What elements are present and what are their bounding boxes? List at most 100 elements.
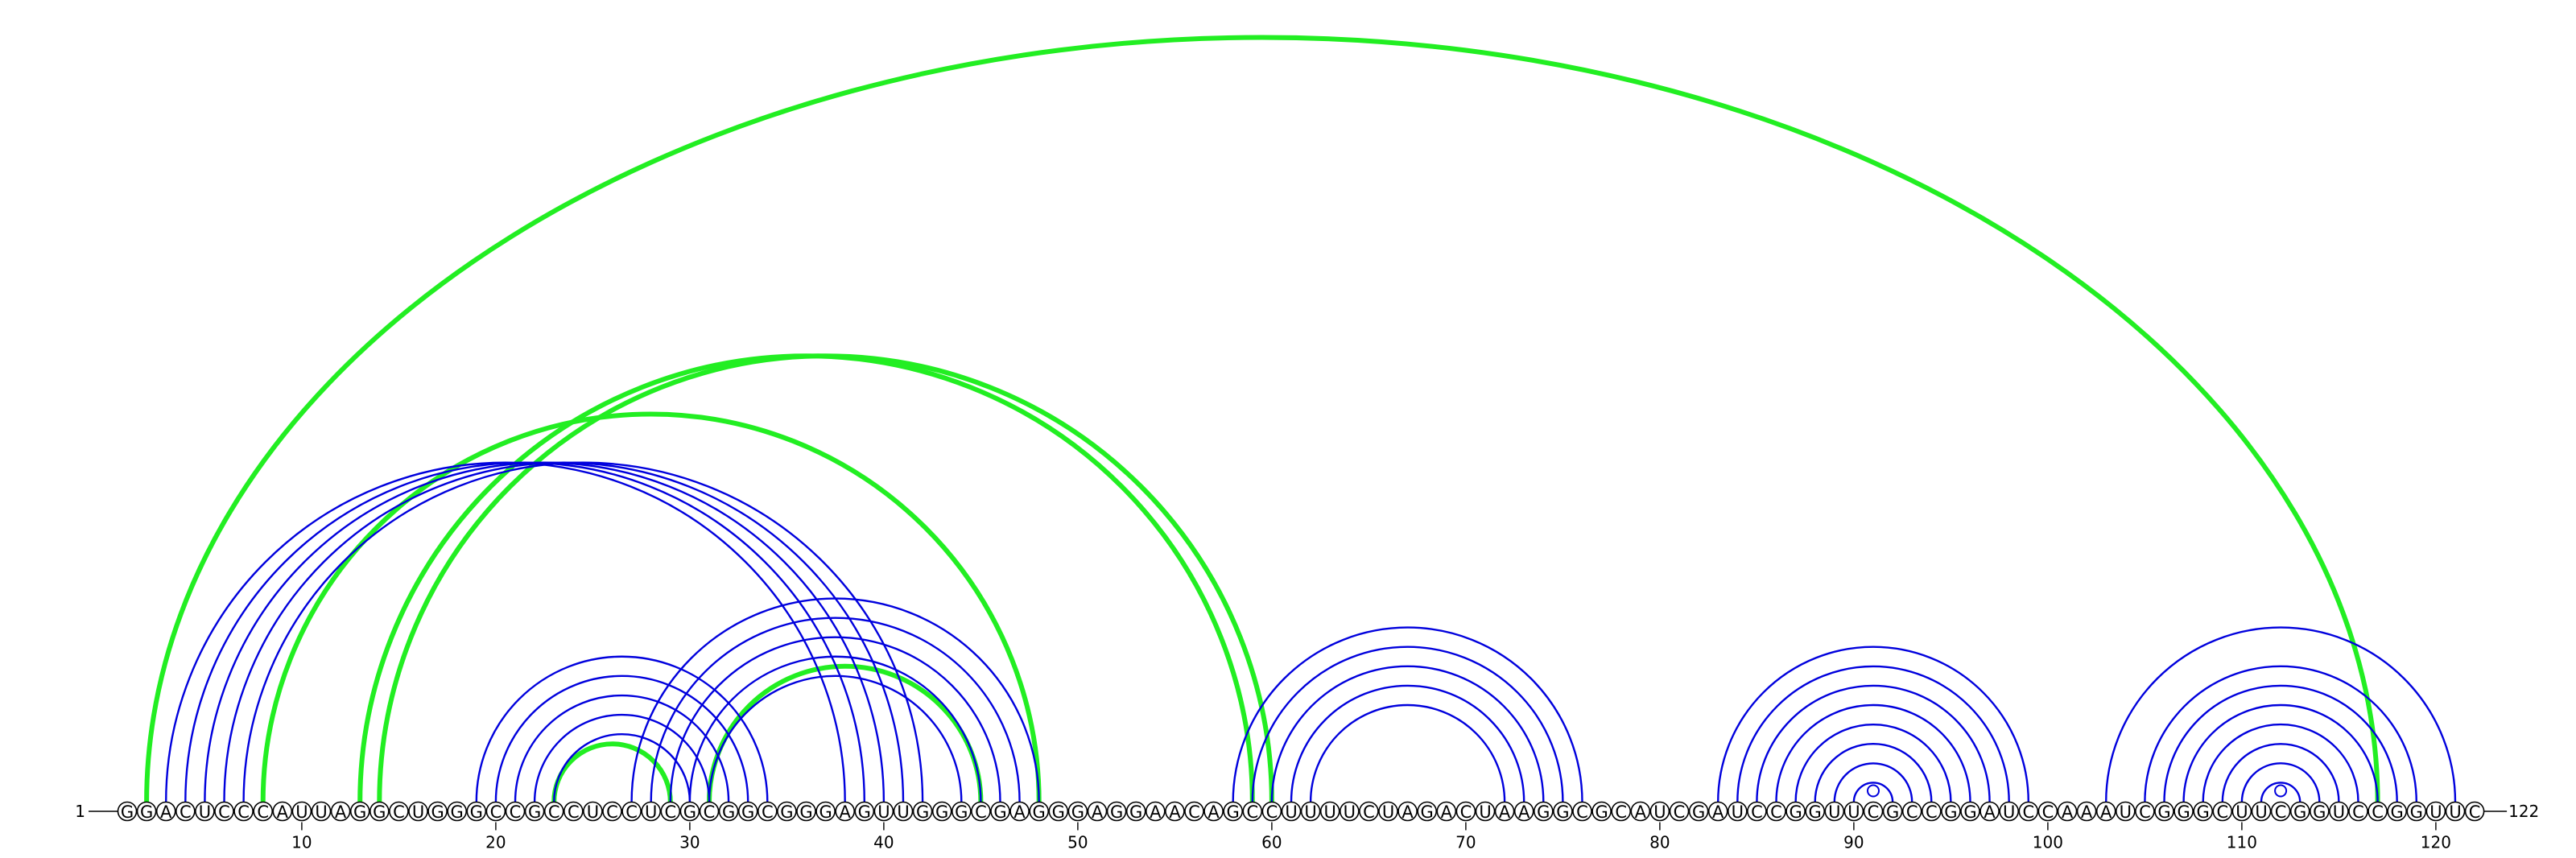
nucleotide: U bbox=[583, 801, 603, 822]
nucleotide-circle bbox=[737, 801, 758, 822]
nucleotide: U bbox=[291, 801, 312, 822]
nucleotide: G bbox=[2174, 801, 2194, 822]
nucleotide-circle bbox=[2406, 801, 2427, 822]
nucleotide-circle bbox=[660, 801, 681, 822]
nucleotide-circle bbox=[2464, 801, 2485, 822]
nucleotide-letter: G bbox=[451, 802, 464, 822]
nucleotide: G bbox=[952, 801, 972, 822]
nucleotide-circle bbox=[990, 801, 1010, 822]
blue-pair-arc bbox=[2105, 626, 2457, 802]
nucleotide: C bbox=[621, 801, 642, 822]
nucleotide: G bbox=[1688, 801, 1709, 822]
nucleotide: C bbox=[505, 801, 526, 822]
nucleotide-letter: C bbox=[1188, 802, 1200, 822]
nucleotide-circle bbox=[1146, 801, 1166, 822]
nucleotide-circle bbox=[1863, 801, 1884, 822]
blue-pair-arc bbox=[1232, 626, 1583, 802]
blue-pair-arc bbox=[1309, 703, 1506, 802]
nucleotide-circle bbox=[1223, 801, 1243, 822]
nucleotide: C bbox=[1747, 801, 1767, 822]
nucleotide-letter: C bbox=[218, 802, 230, 822]
nucleotide: U bbox=[2445, 801, 2466, 822]
nucleotide-letter: U bbox=[1304, 802, 1316, 822]
nucleotide-circle bbox=[1475, 801, 1496, 822]
nucleotide-letter: U bbox=[1732, 802, 1744, 822]
nucleotide-circle bbox=[1843, 801, 1864, 822]
nucleotide-letter: A bbox=[2100, 802, 2112, 822]
nucleotide-circle bbox=[447, 801, 468, 822]
nucleotide-circle bbox=[408, 801, 428, 822]
nucleotide: U bbox=[1319, 801, 1340, 822]
nucleotide-letter: A bbox=[1169, 802, 1181, 822]
nucleotide: U bbox=[2231, 801, 2252, 822]
nucleotide-circle bbox=[1999, 801, 2019, 822]
nucleotide: G bbox=[466, 801, 487, 822]
nucleotide-letter: C bbox=[606, 802, 618, 822]
nucleotide-letter: G bbox=[1809, 802, 1822, 822]
nucleotide-letter: G bbox=[722, 802, 735, 822]
nucleotide-circle bbox=[621, 801, 642, 822]
nucleotide-letter: U bbox=[412, 802, 424, 822]
nucleotide-circle bbox=[952, 801, 972, 822]
green-pair-arc bbox=[377, 353, 1274, 802]
nucleotide-letter: U bbox=[2120, 802, 2132, 822]
nucleotide: U bbox=[1475, 801, 1496, 822]
nucleotide: G bbox=[2289, 801, 2310, 822]
nucleotide: C bbox=[1922, 801, 1942, 822]
blue-pair-arc bbox=[1736, 665, 2010, 802]
nucleotide: G bbox=[1941, 801, 1961, 822]
blue-pair-arc bbox=[1270, 665, 1545, 802]
nucleotide: C bbox=[1359, 801, 1379, 822]
position-axis: 10 20 30 40 50 60 70 80 90 100 110 120 bbox=[291, 822, 2451, 852]
nucleotide-letter: A bbox=[2062, 802, 2074, 822]
nucleotide-circle bbox=[1184, 801, 1204, 822]
nucleotide-letter: U bbox=[877, 802, 890, 822]
nucleotide-circle bbox=[2212, 801, 2233, 822]
nucleotide-circle bbox=[1941, 801, 1961, 822]
nucleotide-letter: G bbox=[353, 802, 366, 822]
nucleotide-letter: U bbox=[1828, 802, 1840, 822]
nucleotide: C bbox=[1572, 801, 1592, 822]
nucleotide-circle bbox=[2231, 801, 2252, 822]
nucleotide-letter: C bbox=[1460, 802, 1472, 822]
nucleotide-letter: G bbox=[1227, 802, 1240, 822]
blue-pair-arc bbox=[533, 713, 711, 802]
nucleotide-circle bbox=[1494, 801, 1515, 822]
nucleotide-letter: G bbox=[373, 802, 386, 822]
nucleotide-letter: G bbox=[2410, 802, 2423, 822]
nucleotide-circle bbox=[835, 801, 855, 822]
nucleotide: G bbox=[912, 801, 933, 822]
nucleotide-letter: G bbox=[431, 802, 444, 822]
axis-tick-label: 110 bbox=[2227, 833, 2257, 852]
nucleotide-letter: G bbox=[1129, 802, 1142, 822]
nucleotide: C bbox=[1184, 801, 1204, 822]
nucleotide-circle bbox=[1669, 801, 1690, 822]
nucleotide-circle bbox=[330, 801, 351, 822]
nucleotide: A bbox=[835, 801, 855, 822]
nucleotide-letter: C bbox=[1615, 802, 1627, 822]
nucleotide-letter: U bbox=[587, 802, 599, 822]
nucleotide: C bbox=[563, 801, 584, 822]
nucleotide: U bbox=[408, 801, 428, 822]
nucleotide-letter: U bbox=[897, 802, 909, 822]
blue-pair-arc bbox=[650, 617, 1021, 802]
nucleotide-circle bbox=[117, 801, 138, 822]
nucleotide: C bbox=[1863, 801, 1884, 822]
nucleotide-circle bbox=[931, 801, 952, 822]
nucleotide: G bbox=[447, 801, 468, 822]
nucleotide-circle bbox=[815, 801, 836, 822]
nucleotide-circle bbox=[854, 801, 875, 822]
nucleotide-circle bbox=[1203, 801, 1224, 822]
nucleotide-circle bbox=[1513, 801, 1534, 822]
green-pair-arc bbox=[707, 663, 984, 802]
nucleotide: G bbox=[2387, 801, 2407, 822]
nucleotide-circle bbox=[2368, 801, 2388, 822]
nucleotide: G bbox=[718, 801, 739, 822]
nucleotide: U bbox=[1728, 801, 1748, 822]
nucleotide-letter: G bbox=[780, 802, 793, 822]
nucleotide-letter: G bbox=[121, 802, 134, 822]
nucleotide-circle bbox=[1009, 801, 1030, 822]
nucleotide-letter: C bbox=[2275, 802, 2287, 822]
nucleotide-letter: G bbox=[1033, 802, 1046, 822]
nucleotide-letter: A bbox=[1518, 802, 1530, 822]
